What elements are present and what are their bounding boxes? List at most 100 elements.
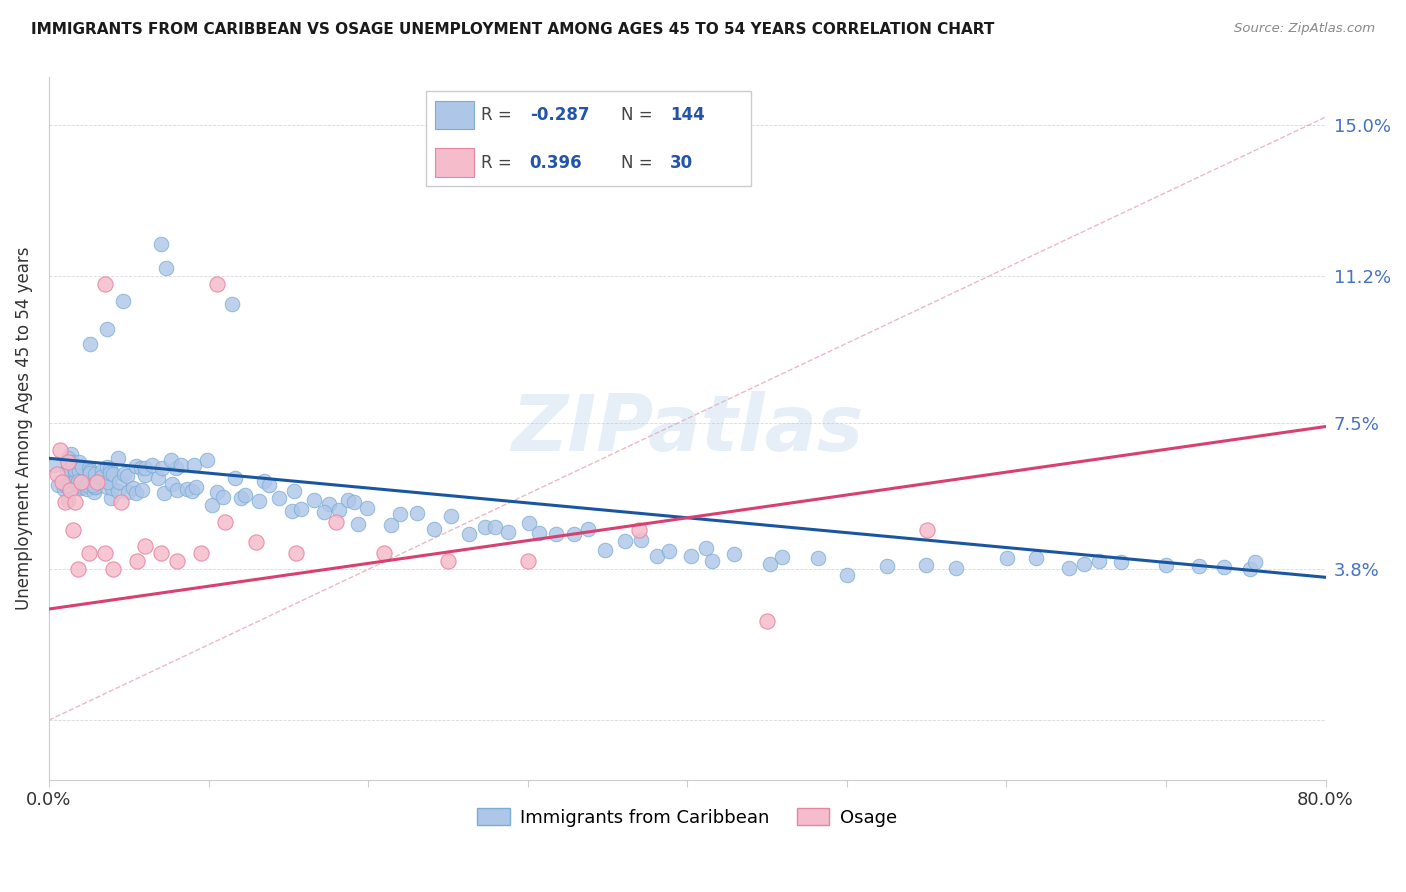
Point (70, 481, 93, 495)
Point (67, 462, 90, 476)
Point (170, 458, 193, 473)
Point (302, 492, 325, 507)
Text: ZIPatlas: ZIPatlas (512, 391, 863, 467)
Point (66, 476, 89, 491)
Point (290, 502, 312, 516)
Point (628, 523, 651, 537)
Point (59, 447, 82, 461)
Point (101, 481, 124, 495)
Point (325, 515, 347, 529)
Point (98, 462, 121, 476)
Point (253, 474, 276, 488)
Point (79, 337, 101, 351)
Point (546, 526, 568, 541)
Point (55, 475, 77, 489)
Point (108, 475, 131, 489)
Point (70, 475, 93, 489)
Point (62, 455, 84, 469)
Point (73, 477, 96, 491)
Point (63, 474, 86, 488)
Point (63, 463, 86, 477)
Point (212, 490, 235, 504)
Point (59, 483, 82, 497)
Point (101, 562, 124, 576)
Point (46, 467, 69, 482)
Point (63, 466, 86, 480)
Point (259, 478, 281, 492)
Point (945, 561, 967, 575)
Point (91, 464, 114, 478)
Point (110, 495, 132, 509)
Point (56, 464, 79, 478)
Point (83, 484, 105, 499)
Point (69, 465, 91, 479)
Point (96, 460, 118, 475)
Point (1213, 559, 1236, 574)
Point (876, 559, 898, 574)
Point (1187, 559, 1209, 574)
Point (281, 504, 304, 518)
Point (458, 527, 481, 541)
Legend: Immigrants from Caribbean, Osage: Immigrants from Caribbean, Osage (470, 800, 904, 834)
Point (58, 479, 80, 493)
Point (129, 461, 152, 475)
Point (269, 491, 291, 505)
Point (56, 455, 79, 469)
Point (101, 467, 124, 481)
Point (1087, 553, 1109, 567)
Point (190, 547, 212, 561)
Point (70, 460, 93, 475)
Point (595, 542, 617, 557)
Point (835, 568, 858, 582)
Point (318, 497, 340, 511)
Point (205, 484, 228, 499)
Point (72, 480, 94, 494)
Point (86, 470, 108, 484)
Point (343, 495, 366, 509)
Point (474, 519, 496, 533)
Point (336, 493, 359, 508)
Point (484, 520, 506, 534)
Point (79, 466, 101, 480)
Point (55, 479, 77, 493)
Point (1073, 557, 1095, 571)
Point (1057, 560, 1080, 574)
Point (153, 485, 176, 500)
Point (195, 452, 218, 467)
Point (180, 484, 202, 499)
Point (58, 492, 80, 507)
Point (66, 475, 89, 489)
Point (112, 467, 135, 481)
Point (83, 480, 105, 494)
Point (94, 277, 117, 291)
Point (440, 509, 463, 524)
Point (58, 450, 80, 465)
Point (131, 483, 153, 497)
Point (314, 505, 336, 519)
Point (72, 479, 94, 493)
Point (86, 475, 108, 489)
Point (723, 547, 745, 561)
Point (150, 461, 173, 475)
Point (702, 554, 724, 568)
Point (77, 547, 100, 561)
Point (53, 495, 76, 509)
Point (125, 486, 148, 500)
Point (56, 464, 79, 478)
Point (96, 322, 118, 336)
Point (98, 467, 121, 481)
Point (46, 477, 69, 491)
Point (576, 523, 599, 537)
Point (388, 507, 411, 521)
Point (519, 516, 541, 531)
Point (125, 458, 148, 473)
Point (695, 541, 717, 555)
Point (1244, 555, 1267, 569)
Point (214, 515, 236, 529)
Point (176, 482, 198, 496)
Point (915, 558, 938, 573)
Point (134, 539, 156, 553)
Point (49, 443, 72, 458)
Point (62, 458, 84, 472)
Point (406, 506, 429, 520)
